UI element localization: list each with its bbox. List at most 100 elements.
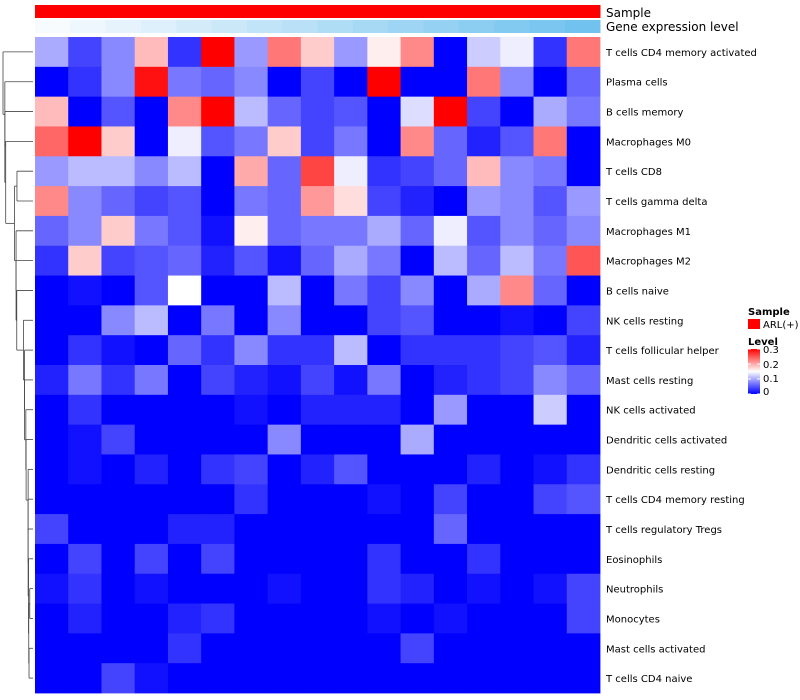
heatmap-cell: [300, 305, 335, 336]
heatmap-cell: [367, 215, 401, 247]
heatmap-cell: [68, 365, 102, 396]
annotation-cell-sample: [140, 5, 177, 18]
heatmap-cell: [533, 245, 568, 276]
row-label: B cells memory: [606, 108, 683, 119]
heatmap-cell: [467, 305, 501, 336]
heatmap-cell: [167, 454, 202, 485]
heatmap-cell: [201, 305, 235, 336]
heatmap-cell: [334, 96, 368, 127]
heatmap-cell: [500, 633, 534, 664]
heatmap-cell: [400, 335, 435, 366]
heatmap-cell: [35, 275, 69, 306]
row-label: Dendritic cells activated: [606, 436, 727, 447]
heatmap-cell: [533, 603, 568, 634]
row-label: Mast cells activated: [606, 644, 705, 655]
heatmap-cell: [334, 394, 368, 426]
legend-sample-swatch: [748, 319, 760, 329]
heatmap-cell: [334, 573, 368, 604]
heatmap-cell: [367, 484, 401, 515]
heatmap-cell: [267, 543, 302, 575]
heatmap-cell: [167, 186, 202, 217]
heatmap-cell: [101, 514, 136, 545]
heatmap-cell: [433, 215, 468, 247]
legend-level: Level 0.3 0.2 0.1 0: [748, 337, 779, 398]
heatmap-cell: [566, 573, 601, 604]
heatmap-cell: [334, 335, 368, 366]
heatmap-cell: [267, 335, 302, 366]
annotation-cell-sample: [529, 5, 566, 18]
heatmap-cell: [367, 365, 401, 396]
heatmap-cell: [300, 603, 335, 634]
heatmap-cell: [467, 454, 501, 485]
heatmap-cell: [68, 514, 102, 545]
heatmap-cell: [500, 394, 534, 426]
heatmap-cell: [201, 37, 235, 68]
legend-level-tick: 0.3: [763, 345, 779, 356]
heatmap-cell: [367, 663, 401, 694]
heatmap-cell: [101, 573, 136, 604]
heatmap-cell: [234, 66, 269, 98]
heatmap-cell: [201, 484, 235, 515]
heatmap-cell: [167, 663, 202, 694]
heatmap-cell: [467, 394, 501, 426]
heatmap-cell: [467, 633, 501, 664]
heatmap-cell: [300, 156, 335, 187]
heatmap-cell: [201, 454, 235, 485]
heatmap-cell: [68, 245, 102, 276]
heatmap-cell: [267, 663, 302, 694]
column-annotations: [35, 5, 601, 33]
heatmap-cell: [267, 245, 302, 276]
heatmap-cell: [234, 275, 269, 306]
heatmap-cell: [101, 603, 136, 634]
heatmap-cell: [300, 573, 335, 604]
heatmap-cell: [367, 126, 401, 157]
heatmap-cell: [134, 245, 169, 276]
heatmap-cell: [566, 543, 601, 575]
heatmap-cell: [35, 305, 69, 336]
annotation-cell-sample: [211, 5, 248, 18]
heatmap-cell: [134, 394, 169, 426]
legend-sample-title: Sample: [748, 307, 790, 318]
heatmap-cell: [234, 394, 269, 426]
heatmap-cell: [101, 96, 136, 127]
heatmap-cell: [101, 365, 136, 396]
heatmap-cell: [500, 424, 534, 455]
heatmap-cell: [35, 543, 69, 575]
heatmap-cell: [433, 573, 468, 604]
heatmap-cell: [367, 156, 401, 187]
heatmap-cell: [500, 514, 534, 545]
heatmap-cell: [68, 156, 102, 187]
annotation-cell-gene-expression-level: [564, 20, 601, 33]
heatmap-cell: [500, 37, 534, 68]
heatmap-cell: [234, 603, 269, 634]
legend-level-tick: 0.1: [763, 374, 779, 385]
row-label: Dendritic cells resting: [606, 465, 715, 476]
heatmap-cell: [334, 245, 368, 276]
heatmap-cell: [101, 484, 136, 515]
row-label: Mast cells resting: [606, 376, 693, 387]
heatmap-cell: [267, 514, 302, 545]
heatmap-cell: [35, 96, 69, 127]
heatmap-cell: [467, 245, 501, 276]
heatmap-cell: [334, 454, 368, 485]
heatmap-cell: [500, 156, 534, 187]
heatmap-cell: [267, 126, 302, 157]
heatmap-cell: [300, 96, 335, 127]
heatmap-cell: [467, 335, 501, 366]
heatmap-cell: [533, 394, 568, 426]
heatmap-cell: [267, 454, 302, 485]
heatmap-cell: [566, 633, 601, 664]
heatmap-cell: [400, 543, 435, 575]
heatmap-cell: [367, 66, 401, 98]
heatmap-cell: [201, 663, 235, 694]
heatmap-cell: [500, 365, 534, 396]
row-labels: T cells CD4 memory activated Plasma cells…: [605, 48, 757, 685]
heatmap-cell: [400, 365, 435, 396]
heatmap-cell: [35, 573, 69, 604]
annotation-cell-gene-expression-level: [246, 20, 283, 33]
heatmap-cell: [101, 543, 136, 575]
row-label: Eosinophils: [606, 555, 662, 566]
heatmap-cell: [300, 365, 335, 396]
heatmap-cell: [433, 335, 468, 366]
annotation-cell-sample: [388, 5, 424, 18]
